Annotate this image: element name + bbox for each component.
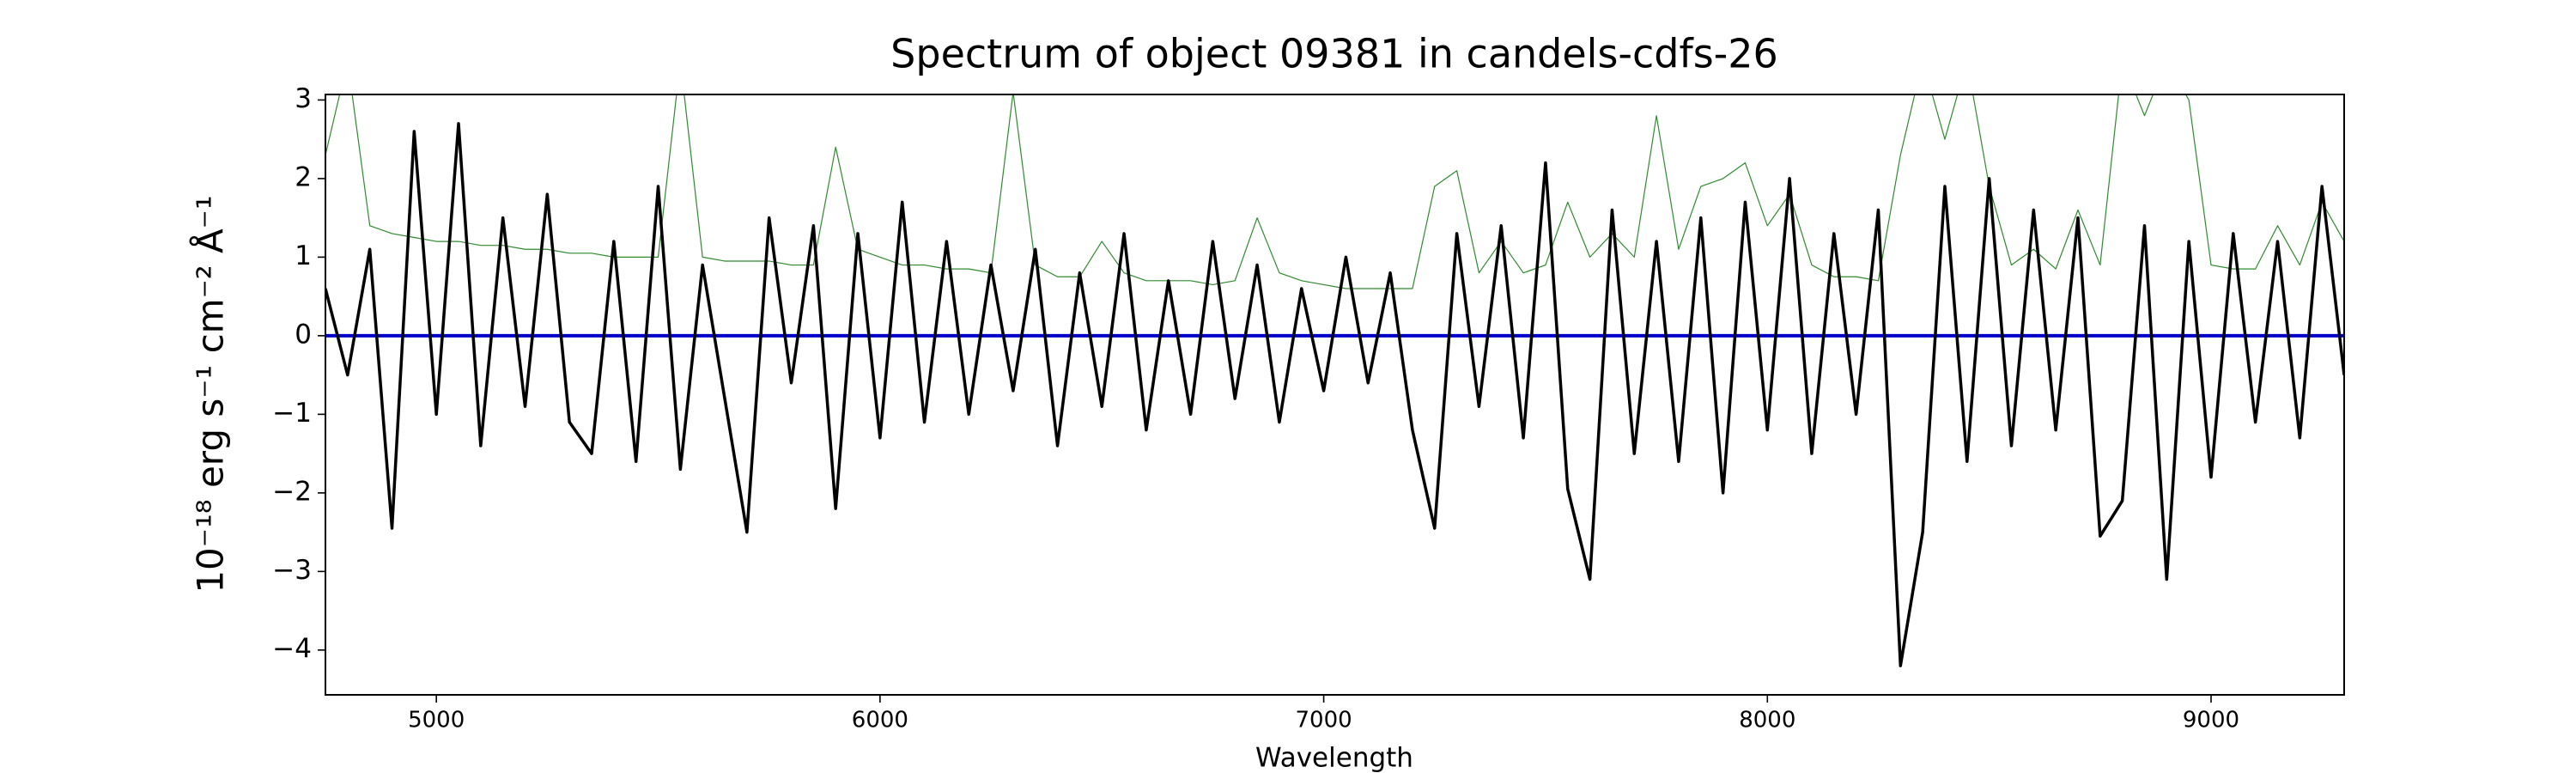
x-tick-label: 9000 (2183, 708, 2239, 733)
plot-area (325, 94, 2344, 667)
y-tick-label: −2 (272, 476, 312, 507)
x-tick-label: 7000 (1295, 708, 1352, 733)
y-tick-label: −4 (272, 633, 312, 664)
axes-frame (325, 94, 2345, 696)
x-tick-label: 6000 (852, 708, 908, 733)
y-tick-label: −3 (272, 555, 312, 586)
chart-title: Spectrum of object 09381 in candels-cdfs… (890, 31, 1778, 77)
x-tick-label: 8000 (1739, 708, 1795, 733)
y-axis-label: 10⁻¹⁸ erg s⁻¹ cm⁻² Å⁻¹ (189, 195, 232, 593)
y-tick-label: 1 (295, 240, 312, 271)
y-tick-label: 0 (295, 319, 312, 350)
y-tick-label: −1 (272, 398, 312, 429)
x-axis-label: Wavelength (1255, 743, 1413, 773)
y-tick-label: 3 (295, 83, 312, 114)
spectrum-line (325, 122, 2344, 667)
y-tick-label: 2 (295, 161, 312, 192)
x-tick-label: 5000 (408, 708, 465, 733)
